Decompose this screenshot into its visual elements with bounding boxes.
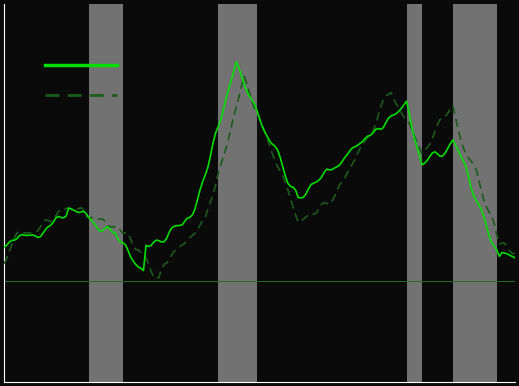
Bar bbox=[89, 4, 122, 382]
Bar bbox=[218, 4, 257, 382]
Bar bbox=[453, 4, 497, 382]
Bar bbox=[406, 4, 422, 382]
